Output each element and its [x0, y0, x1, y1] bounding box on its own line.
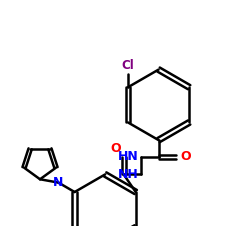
- Text: Cl: Cl: [122, 59, 134, 72]
- Text: N: N: [53, 176, 64, 189]
- Text: O: O: [180, 150, 191, 164]
- Text: O: O: [110, 142, 120, 155]
- Text: NH: NH: [118, 168, 139, 181]
- Text: HN: HN: [118, 150, 139, 164]
